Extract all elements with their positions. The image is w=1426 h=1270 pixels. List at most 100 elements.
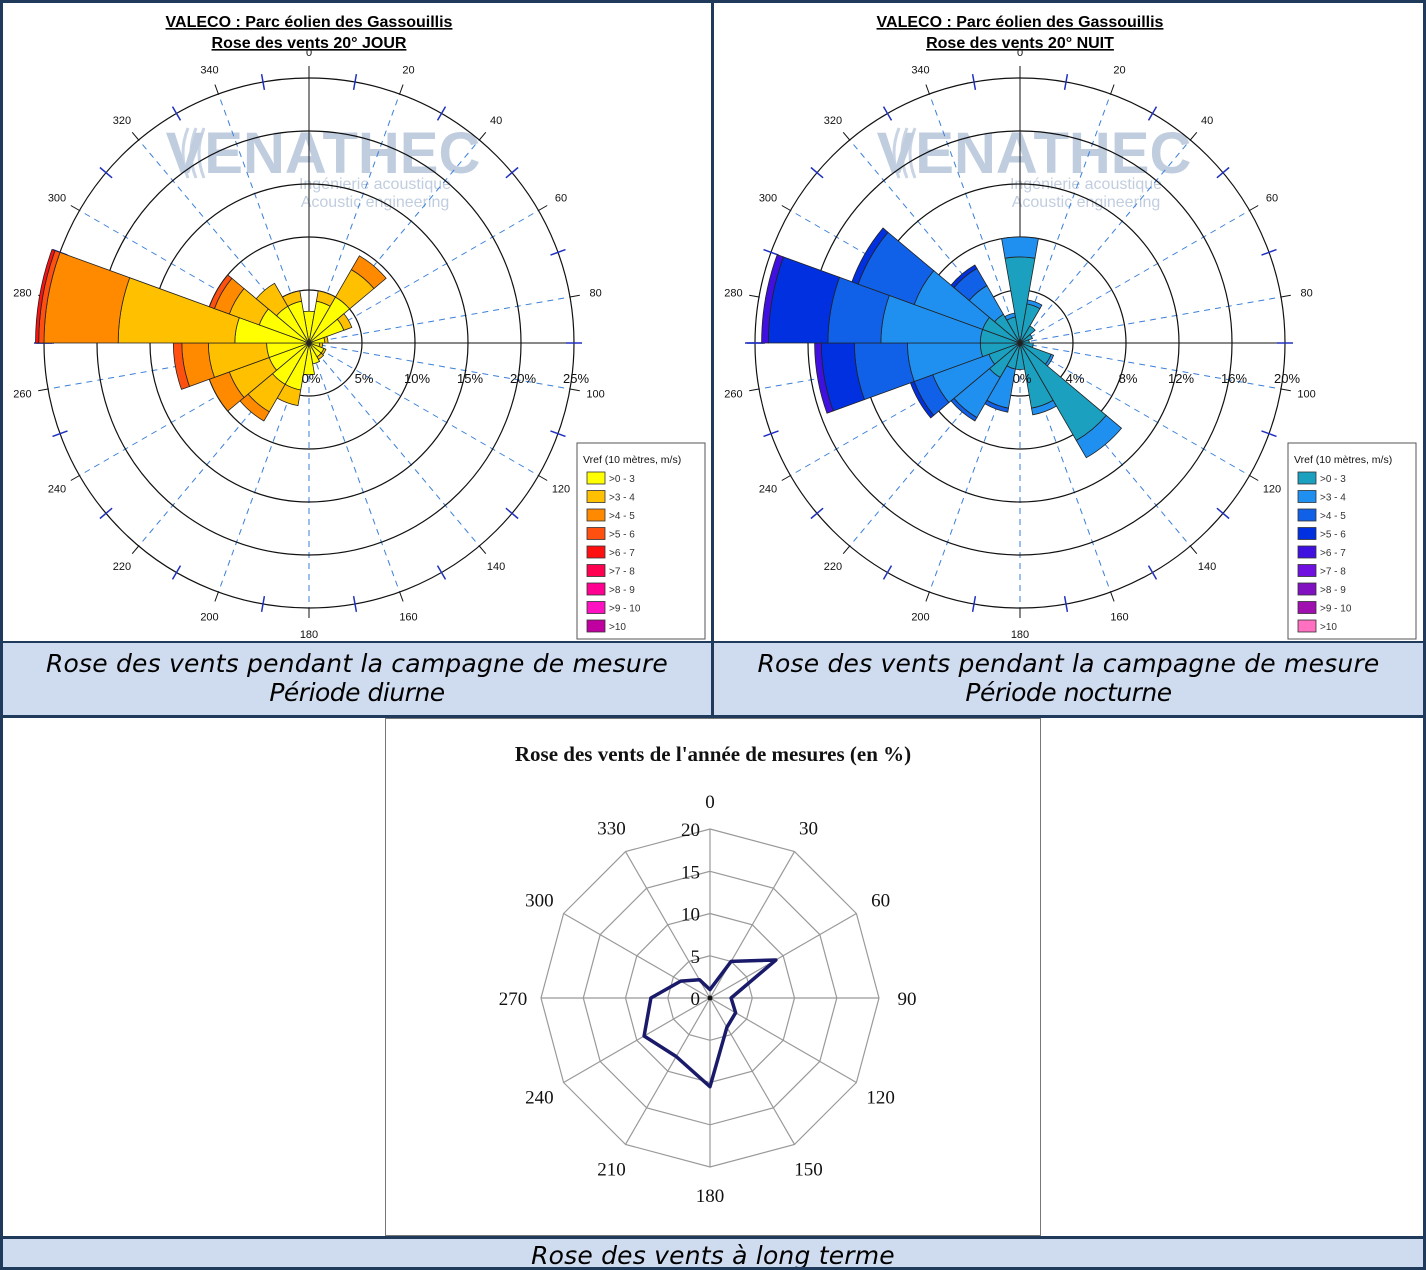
direction-tick [781,205,791,211]
direction-tick [925,84,930,95]
outer-tick [352,73,358,91]
legend-swatch-0 [586,471,606,485]
radial-label: 20% [1274,371,1300,386]
direction-tick [1249,205,1259,211]
legend-label-5: >7 - 8 [1320,567,1346,578]
wind-wedge-0-1 [1001,236,1039,259]
outer-tick [171,565,182,580]
legend-label-0: >0 - 3 [1320,474,1346,485]
radar-spoke [709,997,796,1145]
direction-label-220: 220 [113,561,131,573]
direction-label-200: 200 [911,612,929,624]
radar-spoke [563,997,711,1084]
watermark-arc [908,127,917,179]
direction-tick [842,545,851,555]
radial-label: 0% [302,371,321,386]
outer-tick [1216,507,1230,520]
radar-category-180: 180 [696,1186,725,1207]
chart-title-line2: Rose des vents 20° NUIT [926,35,1114,52]
direction-label-220: 220 [824,561,842,573]
outer-tick [1261,248,1277,256]
direction-label-180: 180 [1011,629,1029,641]
outer-tick [882,565,893,580]
legend-swatch-4 [1297,545,1317,559]
outer-tick [99,166,113,179]
direction-label-0: 0 [1017,47,1023,59]
legend-label-0: >0 - 3 [609,474,635,485]
outer-tick [1147,106,1158,121]
direction-tick [749,294,760,298]
legend-swatch-8 [586,619,606,633]
spoke-line [1019,139,1191,344]
direction-label-20: 20 [402,65,414,77]
legend-label-8: >10 [609,622,626,633]
radar-category-150: 150 [794,1160,823,1181]
radar-spoke [709,997,857,1084]
watermark-arc [900,127,909,179]
direction-label-140: 140 [487,561,505,573]
outer-tick [505,166,519,179]
radar-radial-label: 20 [681,820,700,841]
direction-tick [70,205,80,211]
direction-label-140: 140 [1198,561,1216,573]
legend-label-4: >6 - 7 [609,548,635,559]
direction-tick [842,131,851,141]
radar-radial-label: 10 [681,905,700,926]
wind-wedge-160-1 [1031,399,1057,416]
legend-swatch-6 [1297,582,1317,596]
direction-tick [1280,388,1291,392]
direction-label-260: 260 [13,389,31,401]
direction-label-340: 340 [200,65,218,77]
legend-swatch-7 [1297,601,1317,614]
direction-label-60: 60 [555,193,567,205]
direction-label-200: 200 [200,612,218,624]
radar-spoke [624,997,711,1145]
wind-wedge-300-3 [208,274,233,310]
wind-wedge-60-1 [336,313,353,331]
radial-label: 4% [1066,371,1085,386]
direction-label-40: 40 [1201,115,1213,127]
long-term-chart-box: Rose des vents de l'année de mesures (en… [385,718,1041,1236]
watermark-line1: Ingénierie acoustique [1010,176,1162,193]
legend-label-6: >8 - 9 [1320,585,1346,596]
caption-jour: Rose des vents pendant la campagne de me… [3,643,711,715]
spoke-line [1019,210,1250,344]
outer-tick [505,507,519,520]
direction-tick [749,388,760,392]
radar-spoke [709,912,857,999]
direction-tick [399,84,404,95]
radar-radial-label: 0 [691,989,701,1010]
outer-tick [1216,166,1230,179]
wind-wedge-340-1 [1004,312,1016,321]
caption-nuit-line1: Rose des vents pendant la campagne de me… [757,649,1380,678]
outer-tick [260,595,266,613]
direction-label-160: 160 [399,612,417,624]
direction-tick [569,388,580,392]
spoke-line [928,93,1021,344]
legend-label-6: >8 - 9 [609,585,635,596]
radar-title: Rose des vents de l'année de mesures (en… [515,742,911,766]
legend-swatch-3 [1297,527,1317,540]
wind-wedge-80-1 [323,335,329,344]
wind-wedge-280-4 [761,254,784,344]
direction-tick [1110,591,1115,602]
divider-h1 [3,641,1423,643]
radial-label: 12% [1168,371,1194,386]
outer-tick [1261,430,1277,438]
outer-tick [550,248,566,256]
spoke-line [308,342,539,476]
outer-tick [99,507,113,520]
radar-category-30: 30 [799,818,818,839]
direction-label-240: 240 [759,484,777,496]
radar-category-300: 300 [525,891,554,912]
radar-category-90: 90 [898,989,917,1010]
outer-tick [52,430,68,438]
legend-swatch-5 [1297,564,1317,577]
legend-label-2: >4 - 5 [609,511,635,522]
rose-jour-chart: VALECO : Parc éolien des Gassouillis Rose… [13,14,706,641]
caption-nuit: Rose des vents pendant la campagne de me… [714,643,1423,715]
legend-label-2: >4 - 5 [1320,511,1346,522]
radar-spoke [709,851,796,999]
spoke-line [1019,342,1282,390]
